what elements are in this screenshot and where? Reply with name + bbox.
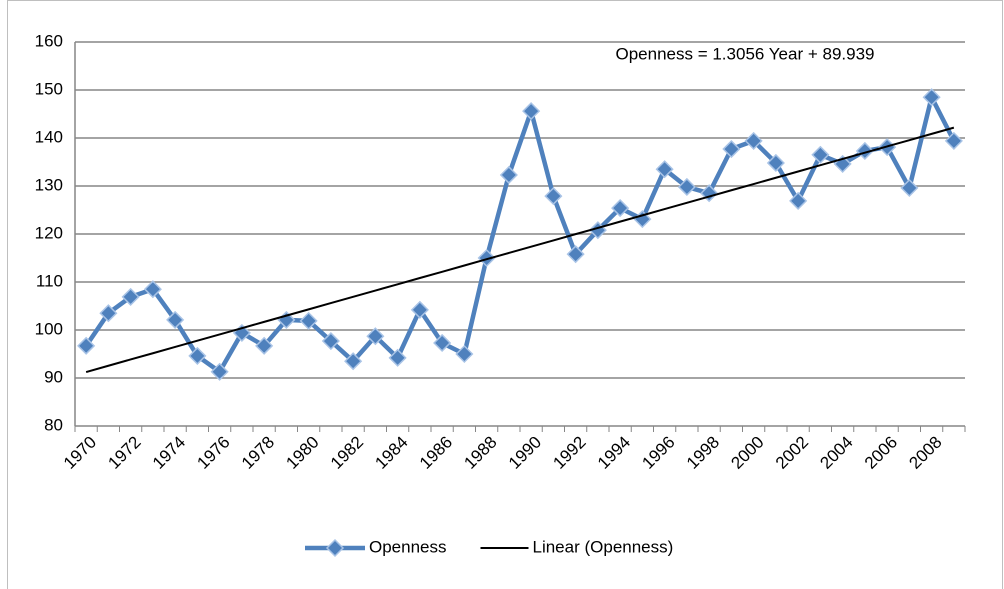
- chart-frame: [7, 0, 1003, 589]
- y-tick-label: 150: [35, 79, 63, 98]
- data-point: [366, 327, 385, 346]
- data-point: [766, 153, 785, 173]
- y-tick-label: 120: [35, 223, 63, 242]
- data-point: [744, 131, 763, 150]
- data-point: [121, 287, 140, 306]
- data-point: [410, 300, 429, 319]
- y-tick-label: 100: [35, 319, 63, 338]
- data-point: [611, 199, 630, 218]
- data-point: [166, 310, 185, 329]
- data-point: [566, 245, 585, 264]
- data-point: [99, 304, 118, 323]
- data-point: [499, 165, 518, 185]
- data-point: [477, 248, 496, 268]
- data-point: [722, 139, 741, 159]
- data-point: [811, 145, 830, 164]
- data-point: [544, 187, 563, 206]
- y-tick-label: 80: [44, 415, 63, 434]
- y-tick-label: 90: [44, 367, 63, 386]
- data-point: [188, 346, 207, 365]
- y-tick-label: 110: [36, 271, 63, 290]
- data-point: [455, 344, 474, 364]
- data-point: [321, 331, 340, 351]
- legend-item: Openness: [305, 537, 447, 558]
- data-point: [388, 348, 407, 367]
- trend-line: [85, 126, 955, 374]
- data-point: [210, 362, 229, 381]
- data-point: [255, 336, 274, 355]
- y-tick-label: 140: [35, 127, 63, 146]
- data-point: [143, 280, 162, 299]
- data-point: [655, 160, 674, 179]
- data-point: [900, 178, 919, 197]
- y-tick-label: 130: [35, 175, 63, 194]
- data-point: [433, 333, 452, 353]
- legend-marker: [325, 538, 345, 558]
- y-tick-label: 160: [35, 31, 63, 50]
- data-point: [789, 191, 808, 210]
- trend-equation: Openness = 1.3056 Year + 89.939: [615, 44, 874, 63]
- data-point: [299, 311, 318, 330]
- data-point: [77, 336, 96, 355]
- data-point: [922, 88, 941, 107]
- legend-label: Openness: [369, 537, 447, 556]
- data-line: [84, 94, 956, 375]
- data-point: [522, 102, 541, 121]
- data-point: [344, 352, 363, 371]
- legend-label: Linear (Openness): [533, 537, 674, 556]
- legend-item: Linear (Openness): [480, 537, 674, 556]
- data-point: [855, 141, 874, 161]
- data-point: [677, 177, 696, 197]
- data-point: [944, 131, 963, 150]
